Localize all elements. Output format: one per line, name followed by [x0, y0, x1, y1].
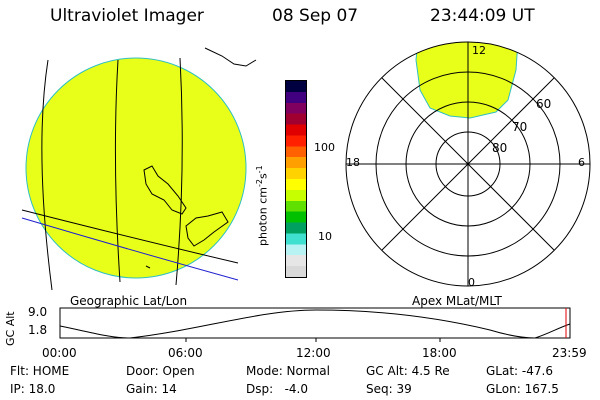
colorbar-tick-100: 100 — [314, 141, 335, 154]
status-door: Door: Open — [126, 364, 195, 378]
colorbar-tick-10: 10 — [318, 230, 332, 243]
colorbar — [285, 80, 307, 278]
status-mode: Mode: Normal — [246, 364, 330, 378]
status-gain: Gain: 14 — [126, 382, 177, 396]
status-glat: GLat: -47.6 — [486, 364, 553, 378]
header-time: 23:44:09 UT — [430, 6, 535, 26]
alt-y-lo: 1.8 — [28, 323, 48, 337]
status-flt: Flt: HOME — [10, 364, 70, 378]
mlt-6: 6 — [578, 156, 585, 169]
status-ip: IP: 18.0 — [10, 382, 56, 396]
alt-xtick-1: 06:00 — [168, 346, 203, 360]
mlt-18: 18 — [346, 156, 360, 169]
polar-caption: Apex MLat/MLT — [412, 294, 502, 308]
polar-image-region — [415, 42, 519, 119]
mlt-0: 0 — [468, 276, 475, 289]
alt-xtick-0: 00:00 — [42, 346, 77, 360]
alt-xtick-3: 18:00 — [422, 346, 457, 360]
instrument-title: Ultraviolet Imager — [50, 6, 204, 26]
alt-xtick-2: 12:00 — [296, 346, 331, 360]
status-glon: GLon: 167.5 — [486, 382, 559, 396]
alt-y-hi: 9.0 — [28, 305, 48, 319]
header-date: 08 Sep 07 — [272, 6, 359, 26]
status-dsp: Dsp: -4.0 — [246, 382, 309, 396]
status-gc-alt: GC Alt: 4.5 Re — [366, 364, 450, 378]
geo-image-disc — [25, 57, 247, 279]
mlat-60: 60 — [536, 97, 552, 111]
mlat-70: 70 — [512, 120, 528, 134]
alt-xtick-4: 23:59 — [552, 346, 587, 360]
mlt-12: 12 — [472, 44, 486, 57]
geo-caption: Geographic Lat/Lon — [70, 294, 188, 308]
status-seq: Seq: 39 — [366, 382, 412, 396]
altitude-curve — [59, 309, 571, 339]
mlat-80: 80 — [492, 141, 508, 155]
